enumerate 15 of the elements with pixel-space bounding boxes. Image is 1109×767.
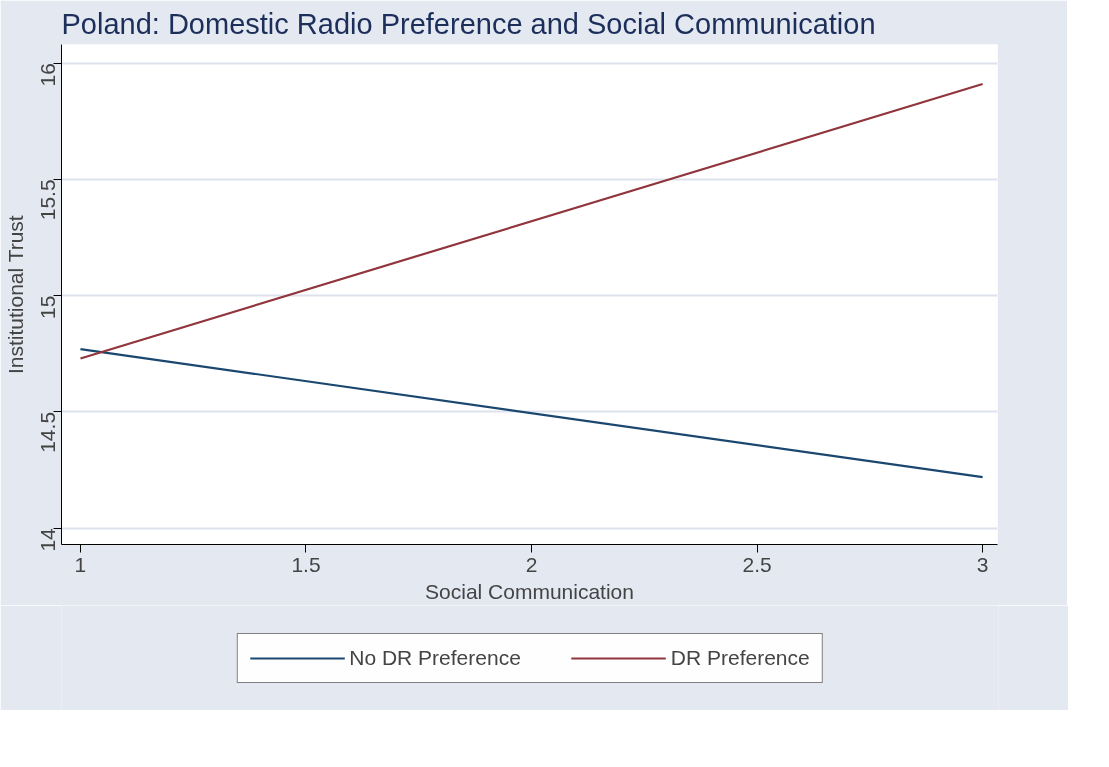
x-tick-label: 2 — [525, 552, 538, 576]
x-tick-label: 1 — [74, 552, 87, 576]
y-tick-label: 16 — [36, 63, 60, 87]
y-tick-label: 14.5 — [36, 411, 60, 453]
y-tick-label: 14 — [36, 527, 60, 552]
y-tick-label: 15.5 — [36, 179, 60, 221]
y-axis-title: Institutional Trust — [3, 215, 27, 375]
y-tick-label: 15 — [36, 295, 60, 320]
x-tick-label: 1.5 — [291, 552, 321, 576]
chart-title: Poland: Domestic Radio Preference and Social Communication — [61, 7, 876, 40]
x-tick-label: 2.5 — [742, 552, 772, 576]
legend-label: DR Preference — [670, 645, 810, 670]
legend-label: No DR Preference — [349, 645, 521, 670]
x-axis-title: Social Communication — [425, 579, 634, 603]
x-tick-label: 3 — [976, 552, 989, 576]
